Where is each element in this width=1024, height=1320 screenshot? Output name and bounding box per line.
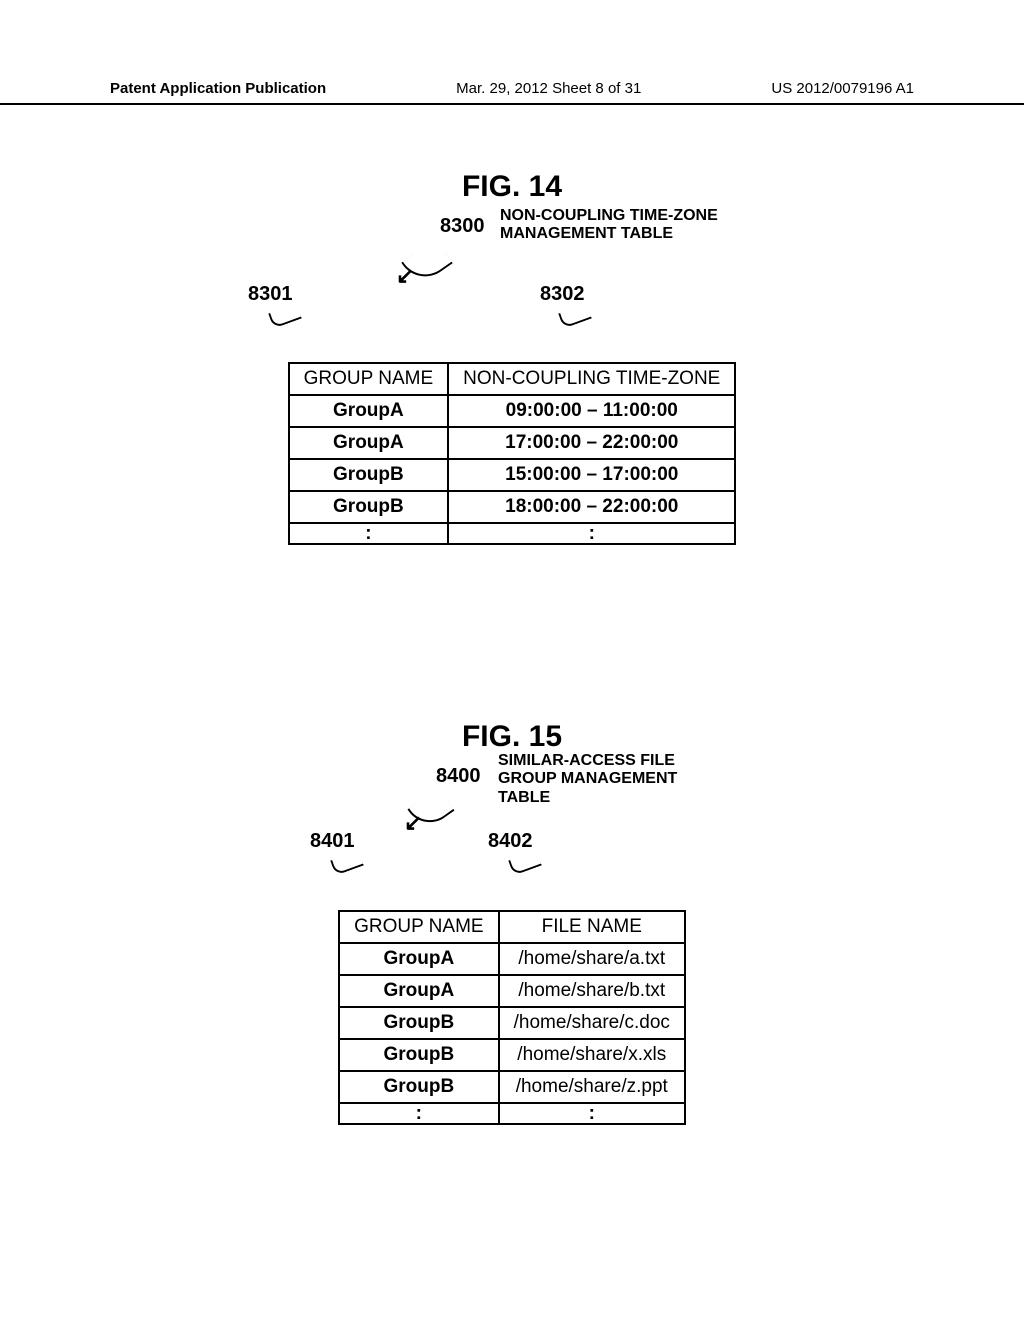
cell-timezone: 18:00:00 – 22:00:00 bbox=[448, 491, 735, 523]
fig14-col2-header: NON-COUPLING TIME-ZONE bbox=[448, 363, 735, 395]
table-row: GroupA 17:00:00 – 22:00:00 bbox=[289, 427, 736, 459]
cell-group: GroupB bbox=[289, 491, 449, 523]
fig14-arrowhead-icon: ↙ bbox=[396, 263, 414, 289]
table-row: GroupB /home/share/x.xls bbox=[339, 1039, 685, 1071]
table-row: GroupB /home/share/c.doc bbox=[339, 1007, 685, 1039]
table-row: GroupA 09:00:00 – 11:00:00 bbox=[289, 395, 736, 427]
cell-filename: /home/share/a.txt bbox=[499, 943, 685, 975]
fig15-col2-ref: 8402 bbox=[488, 830, 533, 853]
cell-group: GroupB bbox=[339, 1039, 499, 1071]
ellipsis-icon: : bbox=[499, 1103, 685, 1124]
fig15-col2-header: FILE NAME bbox=[499, 911, 685, 943]
cell-timezone: 15:00:00 – 17:00:00 bbox=[448, 459, 735, 491]
table-ellipsis-row: : : bbox=[289, 523, 736, 544]
fig14-col1-header: GROUP NAME bbox=[289, 363, 449, 395]
figure-14: FIG. 14 8300 NON-COUPLING TIME-ZONE MANA… bbox=[0, 170, 1024, 545]
cell-group: GroupA bbox=[339, 975, 499, 1007]
cell-timezone: 17:00:00 – 22:00:00 bbox=[448, 427, 735, 459]
fig15-desc-line3: TABLE bbox=[498, 789, 550, 806]
header-left: Patent Application Publication bbox=[110, 80, 326, 97]
cell-group: GroupB bbox=[339, 1007, 499, 1039]
fig15-table-ref-desc: SIMILAR-ACCESS FILE GROUP MANAGEMENT TAB… bbox=[498, 752, 677, 807]
fig14-table: GROUP NAME NON-COUPLING TIME-ZONE GroupA… bbox=[288, 362, 737, 545]
fig14-title: FIG. 14 bbox=[0, 170, 1024, 204]
ellipsis-icon: : bbox=[289, 523, 449, 544]
table-row: GroupA /home/share/b.txt bbox=[339, 975, 685, 1007]
cell-group: GroupB bbox=[339, 1071, 499, 1103]
header-center: Mar. 29, 2012 Sheet 8 of 31 bbox=[326, 80, 771, 97]
fig14-col1-ref: 8301 bbox=[248, 283, 293, 306]
cell-filename: /home/share/x.xls bbox=[499, 1039, 685, 1071]
table-row: GroupB /home/share/z.ppt bbox=[339, 1071, 685, 1103]
fig14-col2-ref: 8302 bbox=[540, 283, 585, 306]
fig15-col1-ref: 8401 bbox=[310, 830, 355, 853]
figure-15: FIG. 15 8400 SIMILAR-ACCESS FILE GROUP M… bbox=[0, 720, 1024, 1125]
header-right: US 2012/0079196 A1 bbox=[771, 80, 914, 97]
cell-group: GroupA bbox=[289, 395, 449, 427]
fig14-table-ref-number: 8300 bbox=[440, 215, 485, 238]
table-header-row: GROUP NAME NON-COUPLING TIME-ZONE bbox=[289, 363, 736, 395]
cell-filename: /home/share/b.txt bbox=[499, 975, 685, 1007]
cell-filename: /home/share/c.doc bbox=[499, 1007, 685, 1039]
ellipsis-icon: : bbox=[339, 1103, 499, 1124]
fig15-title: FIG. 15 bbox=[0, 720, 1024, 754]
cell-filename: /home/share/z.ppt bbox=[499, 1071, 685, 1103]
fig15-table-ref-number: 8400 bbox=[436, 765, 481, 788]
fig14-table-ref-desc: NON-COUPLING TIME-ZONE MANAGEMENT TABLE bbox=[500, 207, 718, 244]
cell-group: GroupA bbox=[339, 943, 499, 975]
table-header-row: GROUP NAME FILE NAME bbox=[339, 911, 685, 943]
cell-group: GroupA bbox=[289, 427, 449, 459]
page-header: Patent Application Publication Mar. 29, … bbox=[0, 80, 1024, 105]
fig15-desc-line1: SIMILAR-ACCESS FILE bbox=[498, 752, 675, 769]
table-row: GroupB 15:00:00 – 17:00:00 bbox=[289, 459, 736, 491]
fig15-col1-header: GROUP NAME bbox=[339, 911, 499, 943]
fig15-desc-line2: GROUP MANAGEMENT bbox=[498, 770, 677, 787]
fig15-table: GROUP NAME FILE NAME GroupA /home/share/… bbox=[338, 910, 686, 1125]
cell-group: GroupB bbox=[289, 459, 449, 491]
ellipsis-icon: : bbox=[448, 523, 735, 544]
cell-timezone: 09:00:00 – 11:00:00 bbox=[448, 395, 735, 427]
fig15-arrowhead-icon: ↙ bbox=[404, 810, 422, 836]
table-row: GroupB 18:00:00 – 22:00:00 bbox=[289, 491, 736, 523]
fig14-desc-line1: NON-COUPLING TIME-ZONE bbox=[500, 207, 718, 224]
table-row: GroupA /home/share/a.txt bbox=[339, 943, 685, 975]
table-ellipsis-row: : : bbox=[339, 1103, 685, 1124]
fig14-desc-line2: MANAGEMENT TABLE bbox=[500, 225, 673, 242]
